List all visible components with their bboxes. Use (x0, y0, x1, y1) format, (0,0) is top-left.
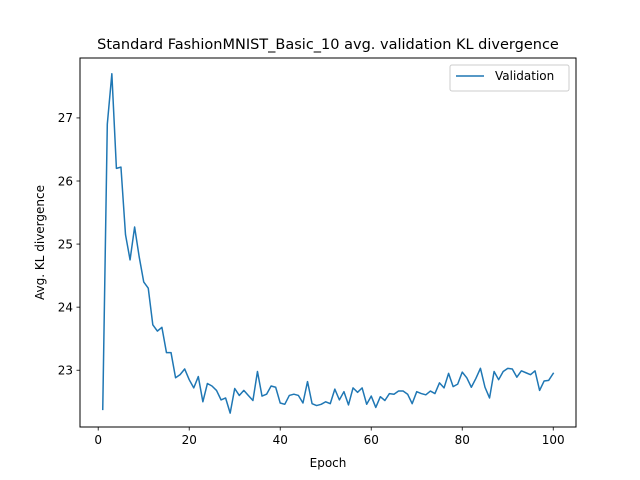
legend-label-validation: Validation (495, 69, 554, 83)
x-tick-label: 80 (455, 433, 470, 447)
y-tick-label: 27 (58, 111, 73, 125)
axis-ticks: 0 20 40 60 80 100 23 24 25 26 27 (58, 111, 565, 447)
chart-marks (101, 73, 555, 414)
x-tick-label: 20 (182, 433, 197, 447)
chart-title: Standard FashionMNIST_Basic_10 avg. vali… (97, 37, 559, 53)
x-axis-label: Epoch (310, 456, 347, 470)
y-tick-label: 26 (58, 174, 73, 188)
legend: Validation (449, 64, 570, 92)
plot-area (80, 58, 576, 427)
x-tick-label: 40 (273, 433, 288, 447)
y-axis-label: Avg. KL divergence (33, 185, 47, 300)
y-tick-label: 25 (58, 237, 73, 251)
legend-box (449, 64, 570, 92)
y-tick-label: 24 (58, 300, 73, 314)
x-tick-label: 60 (364, 433, 379, 447)
x-tick-label: 100 (542, 433, 565, 447)
y-tick-label: 23 (58, 364, 73, 378)
series-line-validation (101, 73, 555, 414)
plot-frame (79, 57, 577, 428)
x-tick-label: 0 (94, 433, 102, 447)
